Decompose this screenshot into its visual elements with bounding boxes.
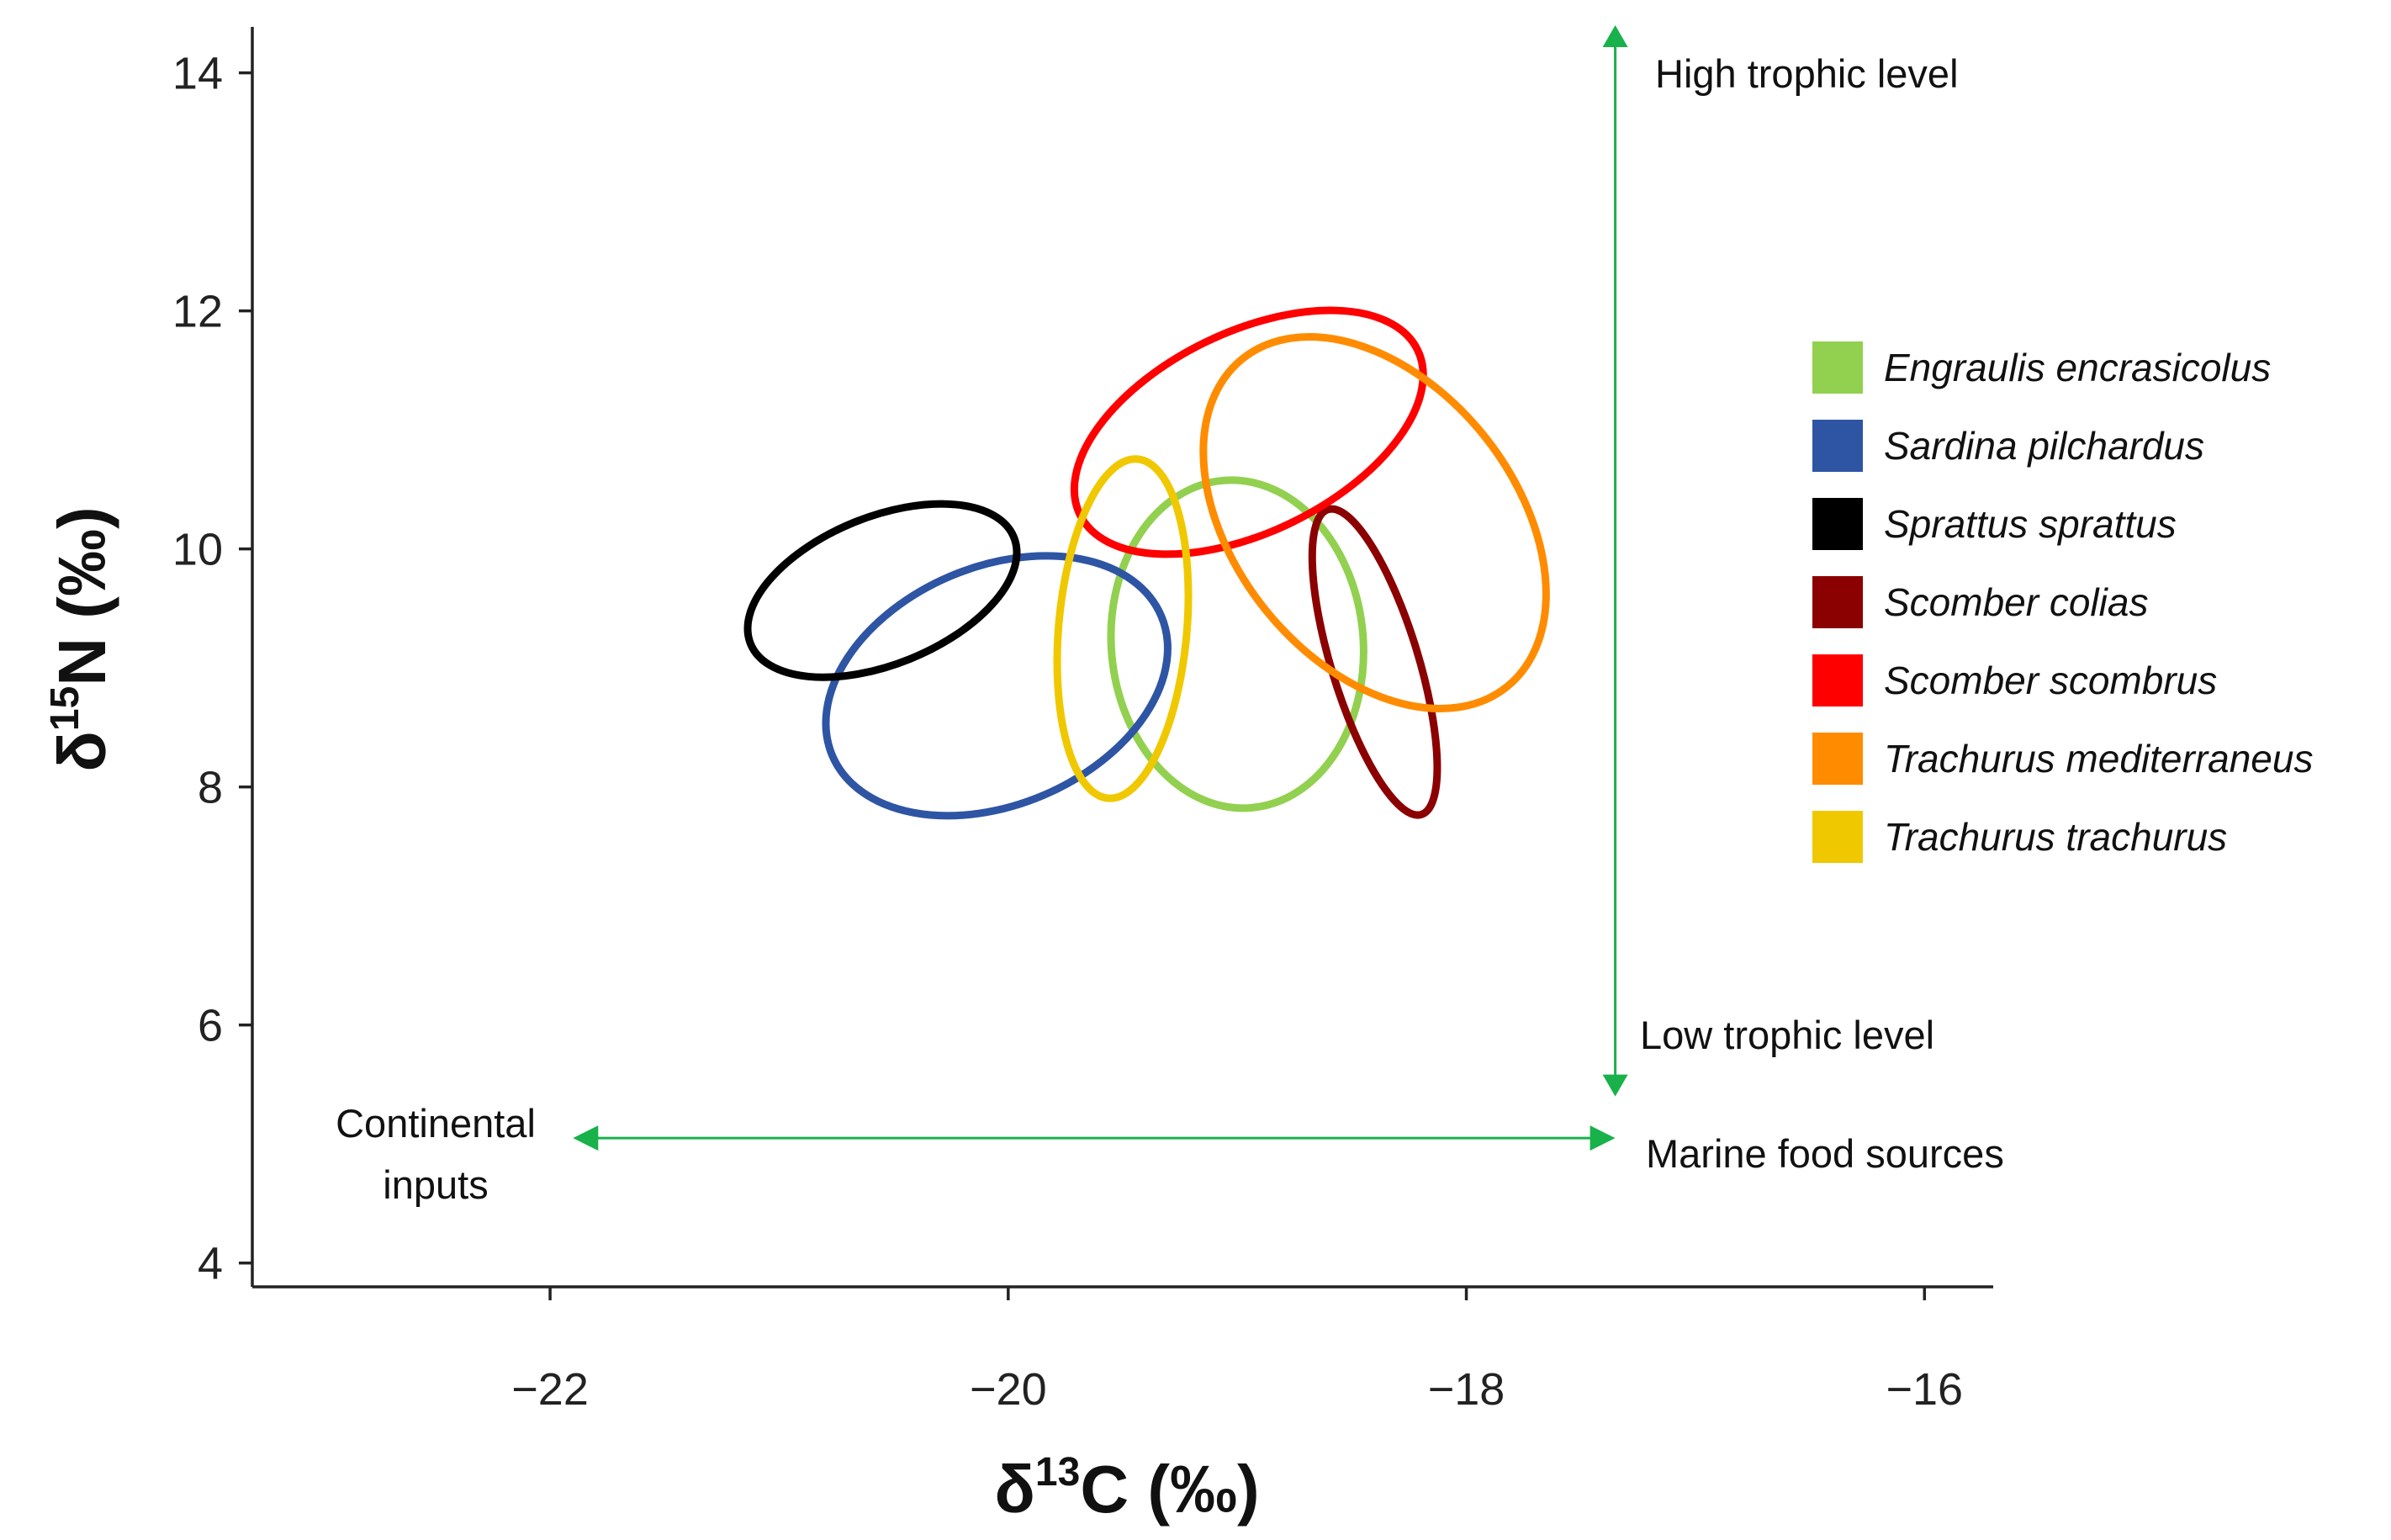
- x-tick-label: −16: [1886, 1364, 1963, 1415]
- legend-label-sprattus-sprattus: Sprattus sprattus: [1884, 502, 2177, 546]
- y-tick-label: 10: [172, 525, 223, 575]
- marine-food-sources-label: Marine food sources: [1646, 1131, 2004, 1176]
- legend-label-engraulis-encrasicolus: Engraulis encrasicolus: [1884, 346, 2271, 389]
- y-axis-title-rest: N (‰): [45, 506, 119, 685]
- low-trophic-label: Low trophic level: [1640, 1013, 1934, 1057]
- ellipse-trachurus-mediterraneus[interactable]: [1134, 271, 1616, 774]
- legend: Engraulis encrasicolus Sardina pilchardus…: [1812, 341, 2313, 863]
- annotations: High trophic level Low trophic level Marin…: [336, 25, 2004, 1207]
- legend-swatch-scomber-colias: [1812, 576, 1863, 628]
- source-arrow-head-right: [1590, 1125, 1616, 1151]
- legend-label-trachurus-trachurus: Trachurus trachurus: [1884, 815, 2227, 859]
- y-tick-label: 14: [172, 49, 223, 99]
- legend-swatch-sprattus-sprattus: [1812, 498, 1863, 550]
- trophic-arrow-head-down: [1602, 1074, 1628, 1097]
- legend-label-scomber-colias: Scomber colias: [1884, 580, 2148, 624]
- ellipse-engraulis-encrasicolus[interactable]: [1098, 469, 1378, 818]
- y-tick-label: 6: [198, 1001, 223, 1051]
- legend-label-scomber-scombrus: Scomber scombrus: [1884, 659, 2217, 702]
- legend-swatch-scomber-scombrus: [1812, 654, 1863, 706]
- high-trophic-label: High trophic level: [1655, 51, 1959, 96]
- y-tick-label: 4: [198, 1239, 223, 1289]
- x-axis-title: δ13C (‰): [994, 1450, 1259, 1527]
- legend-swatch-engraulis-encrasicolus: [1812, 341, 1863, 394]
- niche-ellipses: [723, 271, 1616, 865]
- ellipse-sardina-pilchardus[interactable]: [786, 506, 1208, 865]
- y-axis-title-base: δ: [45, 731, 119, 772]
- x-axis-title-rest: C (‰): [1080, 1452, 1259, 1527]
- y-tick-label: 8: [198, 763, 223, 813]
- x-tick-label: −18: [1428, 1364, 1505, 1415]
- x-tick-label: −20: [970, 1364, 1047, 1415]
- ellipse-sprattus-sprattus[interactable]: [723, 469, 1042, 712]
- x-tick-label: −22: [511, 1364, 589, 1415]
- y-axis-title-sup: 15: [43, 686, 87, 731]
- x-axis-title-sup: 13: [1035, 1450, 1080, 1495]
- y-axis-title: δ15N (‰): [43, 506, 119, 771]
- legend-swatch-trachurus-mediterraneus: [1812, 733, 1863, 785]
- legend-swatch-trachurus-trachurus: [1812, 811, 1863, 863]
- trophic-arrow-head-up: [1602, 25, 1628, 47]
- legend-label-sardina-pilchardus: Sardina pilchardus: [1884, 424, 2204, 468]
- continental-inputs-label-line2: inputs: [383, 1162, 488, 1207]
- x-axis-title-base: δ: [994, 1452, 1035, 1527]
- source-arrow-head-left: [573, 1125, 599, 1151]
- continental-inputs-label-line1: Continental: [336, 1101, 536, 1146]
- legend-label-trachurus-mediterraneus: Trachurus mediterraneus: [1884, 737, 2313, 781]
- legend-swatch-sardina-pilchardus: [1812, 420, 1863, 472]
- ellipse-trachurus-trachurus[interactable]: [1044, 453, 1201, 803]
- y-tick-label: 12: [172, 287, 223, 337]
